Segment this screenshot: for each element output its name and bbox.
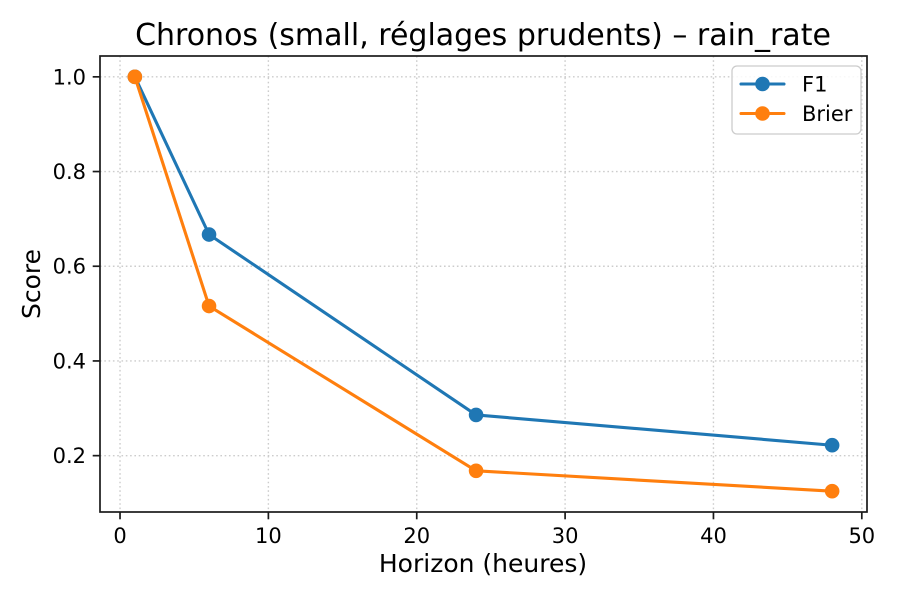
data-point-f1	[468, 407, 484, 423]
data-series	[127, 69, 840, 499]
x-tick-label: 0	[113, 524, 126, 548]
data-point-f1	[201, 227, 217, 242]
tick-labels: 0 10 20 30 40 50 0.2 0.4 0.6 0.8 1.0	[53, 65, 876, 548]
x-tick-label: 20	[403, 524, 430, 548]
legend-marker	[755, 76, 770, 92]
plot-border	[99, 55, 868, 513]
x-axis-label: Horizon (heures)	[379, 549, 587, 578]
y-axis-label: Score	[17, 249, 46, 319]
x-tick-label: 10	[255, 524, 282, 548]
x-tick-label: 30	[552, 524, 579, 548]
legend: F1 Brier	[731, 65, 862, 135]
x-tick-label: 50	[848, 524, 875, 548]
legend-label: F1	[802, 73, 827, 97]
y-tick-label: 0.4	[53, 349, 86, 373]
legend-marker	[755, 106, 770, 121]
tick-marks	[92, 75, 863, 520]
data-point-brier	[127, 69, 143, 85]
y-tick-label: 0.8	[53, 160, 86, 184]
legend-label: Brier	[802, 102, 853, 126]
series-line-brier	[133, 75, 834, 493]
data-point-f1	[824, 437, 840, 453]
data-point-brier	[201, 298, 217, 314]
data-point-brier	[824, 483, 840, 499]
y-tick-label: 0.2	[53, 444, 86, 468]
y-tick-label: 0.6	[53, 255, 86, 279]
chart-title: Chronos (small, réglages prudents) – rai…	[135, 18, 831, 53]
x-tick-label: 40	[700, 524, 727, 548]
data-point-brier	[468, 463, 484, 479]
y-tick-label: 1.0	[53, 65, 86, 89]
series-line-f1	[133, 75, 834, 447]
